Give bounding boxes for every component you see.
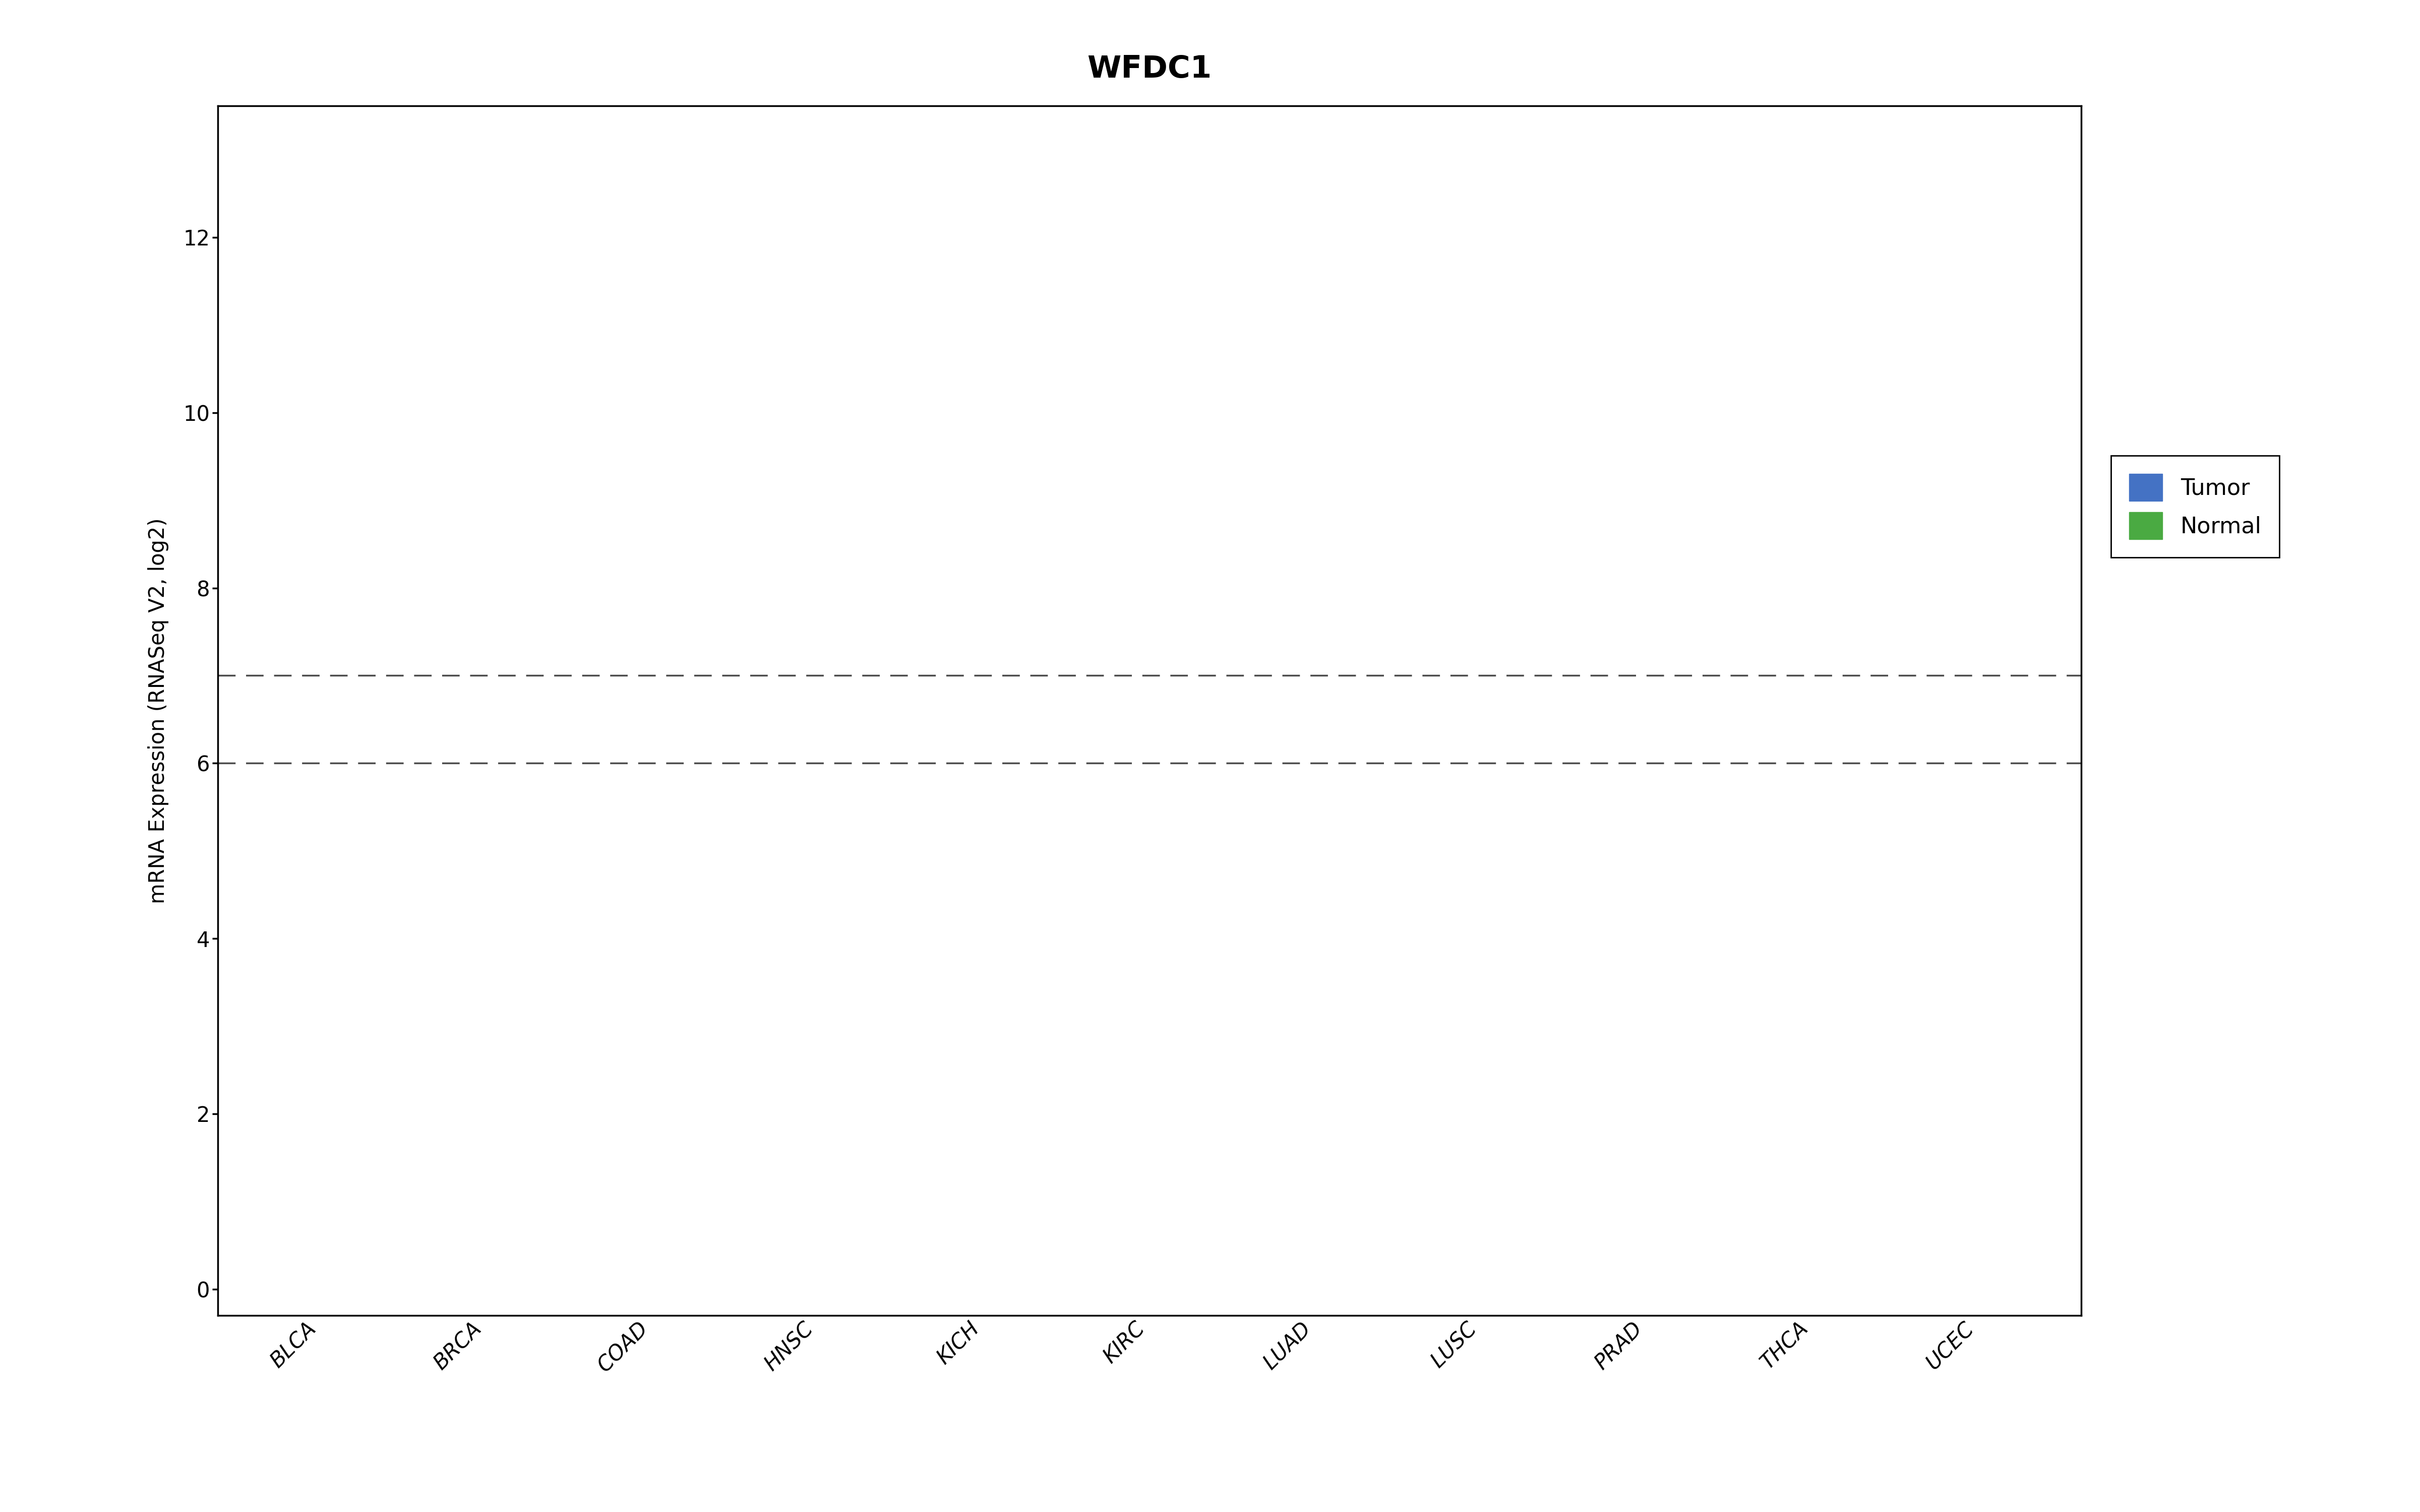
Legend: Tumor, Normal: Tumor, Normal (2110, 455, 2280, 558)
Y-axis label: mRNA Expression (RNASeq V2, log2): mRNA Expression (RNASeq V2, log2) (148, 517, 169, 904)
Title: WFDC1: WFDC1 (1087, 54, 1212, 85)
